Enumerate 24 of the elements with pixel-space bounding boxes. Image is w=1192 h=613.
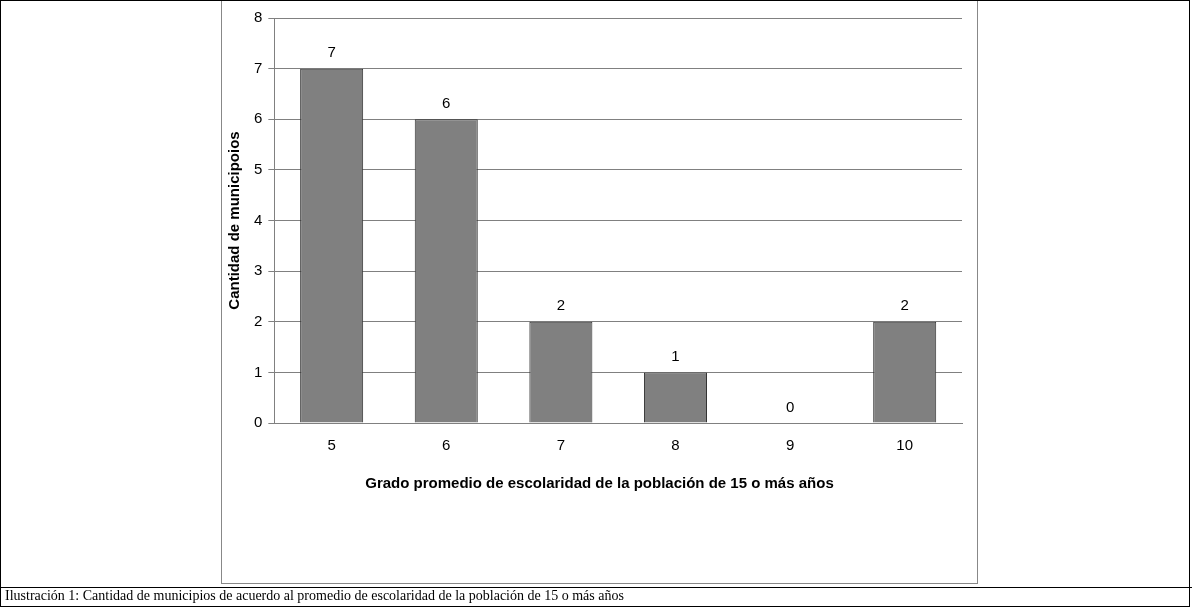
data-label: 0 [785, 397, 795, 415]
data-label: 6 [442, 93, 451, 111]
y-tick-label: 4 [254, 210, 263, 228]
y-tick-label: 0 [254, 413, 263, 431]
text: Ilustración 1: Cantidad de municipios de acuerdo al promedio de escolaridad de la población de 15 o más años [5, 588, 625, 604]
x-tick-label: 6 [442, 436, 451, 454]
y-tick-label: 1 [254, 362, 263, 380]
y-tick-label: 3 [254, 261, 263, 279]
data-label: 2 [900, 296, 909, 314]
y-tick-label: 2 [254, 311, 263, 329]
x-tick-label: 8 [671, 436, 680, 454]
data-label: 1 [671, 347, 680, 365]
data-label: 7 [327, 43, 336, 61]
y-tick-label: 7 [254, 58, 263, 76]
y-tick-label: 8 [254, 8, 263, 26]
x-tick-label: 7 [556, 436, 566, 454]
data-label: 2 [556, 296, 566, 314]
x-tick-label: 10 [896, 436, 914, 454]
y-tick-label: 5 [254, 160, 263, 178]
x-tick-label: 9 [785, 436, 795, 454]
x-tick-label: 5 [327, 436, 336, 454]
y-tick-label: 6 [254, 109, 263, 127]
y-axis-title: Cantidad de municipoios [225, 131, 243, 310]
x-axis-title: Grado promedio de escolaridad de la población de 15 o más años [364, 473, 835, 493]
